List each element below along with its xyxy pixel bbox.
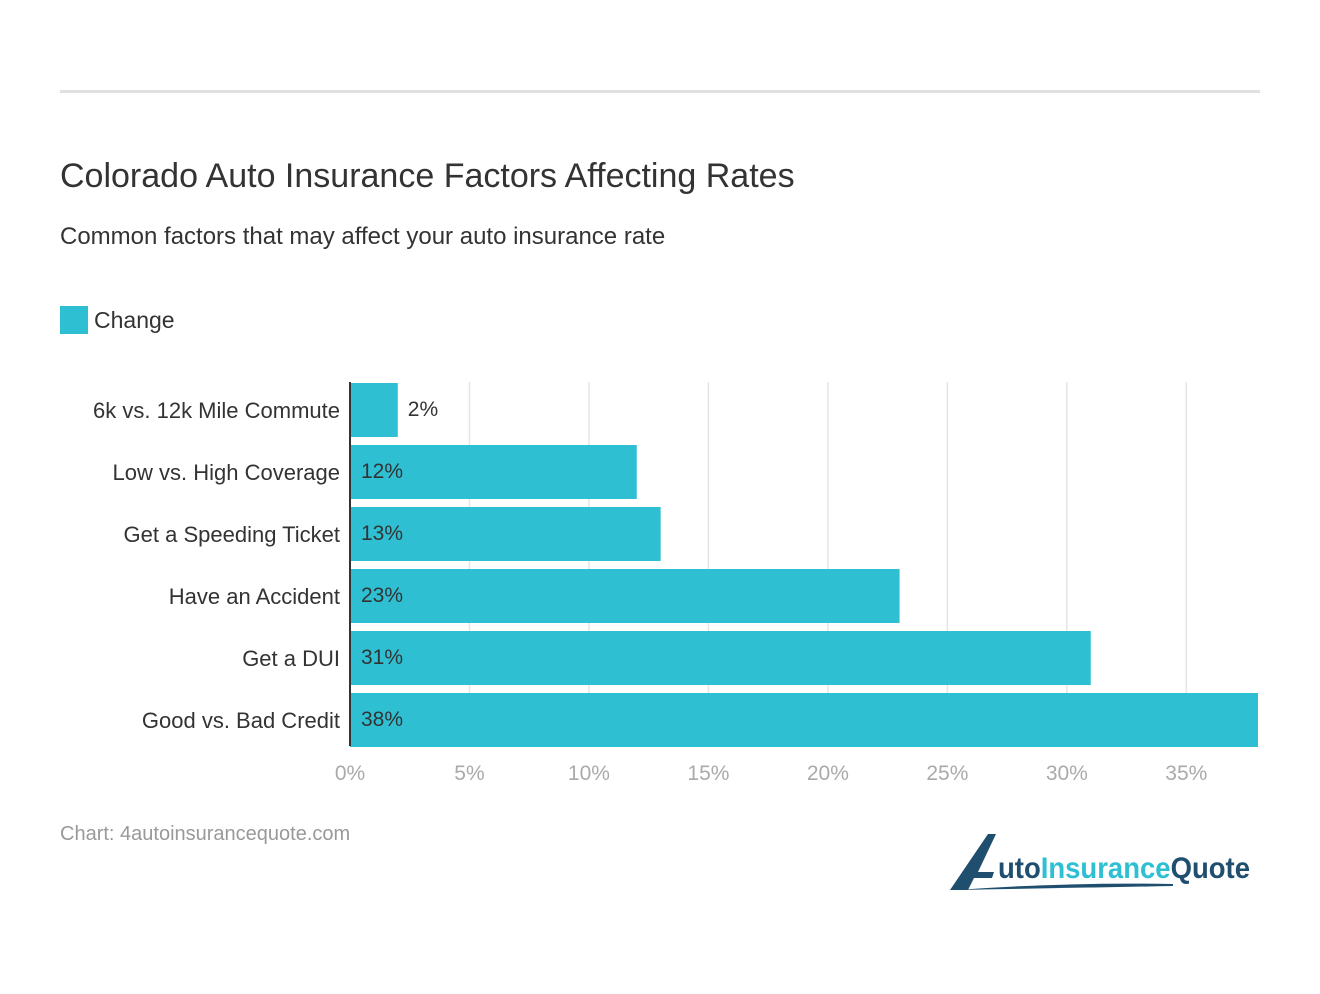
- chart-source: Chart: 4autoinsurancequote.com: [60, 823, 351, 845]
- data-label: 13%: [361, 522, 403, 545]
- category-label: Good vs. Bad Credit: [142, 708, 340, 733]
- category-label: Have an Accident: [169, 584, 340, 609]
- data-label: 38%: [361, 708, 403, 731]
- legend-label: Change: [94, 306, 175, 333]
- logo-swoosh: [956, 883, 1173, 890]
- bar: [350, 569, 900, 623]
- bar: [350, 507, 661, 561]
- bar: [350, 383, 398, 437]
- x-tick-label: 0%: [335, 762, 365, 785]
- chart-subtitle: Common factors that may affect your auto…: [60, 223, 666, 250]
- category-label: Get a Speeding Ticket: [124, 522, 340, 547]
- chart-title: Colorado Auto Insurance Factors Affectin…: [60, 157, 795, 195]
- data-label: 2%: [408, 398, 438, 421]
- x-tick-label: 5%: [454, 762, 484, 785]
- x-tick-label: 30%: [1046, 762, 1088, 785]
- x-tick-label: 25%: [926, 762, 968, 785]
- data-label: 31%: [361, 646, 403, 669]
- top-divider: [60, 90, 1260, 93]
- category-label: 6k vs. 12k Mile Commute: [93, 398, 340, 423]
- logo-four-mark: [950, 834, 996, 890]
- logo: utoInsuranceQuote: [950, 834, 1250, 890]
- bar: [350, 445, 637, 499]
- x-tick-label: 20%: [807, 762, 849, 785]
- bar: [350, 693, 1258, 747]
- data-label: 23%: [361, 584, 403, 607]
- x-tick-label: 35%: [1165, 762, 1207, 785]
- data-label: 12%: [361, 460, 403, 483]
- bar: [350, 631, 1091, 685]
- category-label: Get a DUI: [242, 646, 340, 671]
- x-tick-label: 10%: [568, 762, 610, 785]
- legend: Change: [60, 306, 175, 334]
- logo-wordmark: utoInsuranceQuote: [998, 852, 1250, 885]
- category-label: Low vs. High Coverage: [113, 460, 340, 485]
- x-tick-label: 15%: [687, 762, 729, 785]
- legend-swatch: [60, 306, 88, 334]
